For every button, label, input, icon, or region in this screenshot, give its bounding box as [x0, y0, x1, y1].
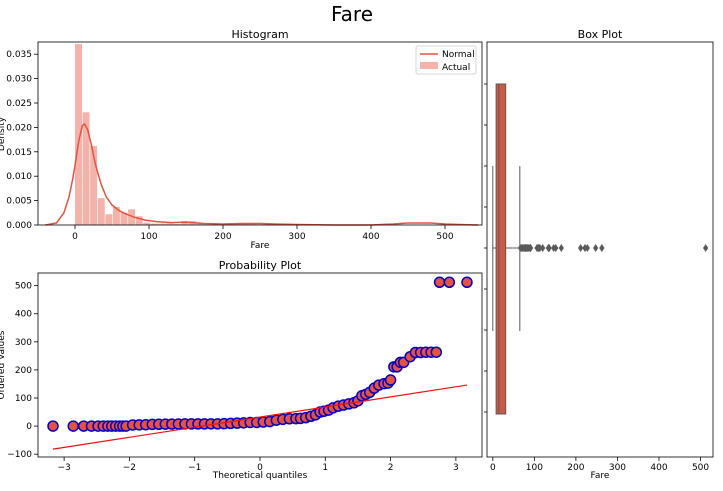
histogram-bar [143, 222, 151, 225]
data-point [384, 374, 397, 386]
y-tick-label: 0.010 [6, 172, 32, 182]
outlier-point [578, 244, 584, 252]
histogram-bar [90, 145, 98, 225]
y-tick-label: 0 [26, 422, 32, 432]
y-tick-label: 0.005 [6, 197, 32, 207]
y-axis-label: Ordered Values [0, 330, 7, 399]
histogram-bar [120, 212, 128, 225]
x-tick-label: 200 [567, 463, 584, 473]
data-point [47, 420, 59, 432]
y-axis-label: Density [0, 116, 7, 151]
outlier-point [546, 244, 552, 252]
y-tick-label: 500 [15, 282, 32, 292]
x-tick-label: −1 [188, 463, 201, 473]
x-tick-label: 0 [257, 463, 263, 473]
outlier-point [553, 244, 559, 252]
outlier-point [558, 244, 564, 252]
x-tick-label: 3 [453, 463, 459, 473]
x-axis-label: Fare [591, 471, 610, 481]
probability-plot-axes: −3 −2 −1 0 1 2 3 −100 0 100 200 300 400 500 Probabilit… [0, 259, 483, 481]
outlier-point [593, 244, 599, 252]
outlier-point [584, 244, 590, 252]
outlier-point [528, 244, 534, 252]
data-point [67, 420, 80, 432]
histogram-bar [181, 221, 189, 225]
x-tick-label: 400 [650, 463, 667, 473]
histogram-bar [97, 198, 105, 225]
data-point [461, 276, 473, 289]
x-tick-label: 300 [288, 232, 305, 242]
probability-plot-title: Probability Plot [219, 259, 302, 272]
y-tick-label: 300 [15, 338, 32, 348]
x-tick-label: 500 [692, 463, 709, 473]
histogram-bar [82, 112, 90, 225]
y-tick-label: 0.030 [6, 75, 32, 85]
x-tick-label: 100 [526, 463, 543, 473]
histogram-bar [105, 214, 113, 225]
x-tick-label: 2 [388, 463, 394, 473]
y-tick-label: 0.015 [6, 148, 32, 158]
outlier-point [703, 244, 709, 252]
histogram-bar [241, 223, 249, 225]
x-tick-label: 300 [609, 463, 626, 473]
outlier-point [599, 244, 605, 252]
fit-line [52, 384, 468, 450]
histogram-bar [166, 223, 174, 225]
y-tick-label: −100 [7, 450, 32, 460]
y-tick-label: 0.000 [6, 221, 32, 231]
x-tick-label: 200 [214, 232, 231, 242]
histogram-axes: 0 100 200 300 400 500 0.000 0.005 0.010 0.015 0.02… [0, 28, 483, 251]
y-tick-label: 0.020 [6, 123, 32, 133]
histogram-bar [196, 223, 204, 225]
y-tick-label: 0.025 [6, 99, 32, 109]
data-point [430, 346, 443, 358]
histogram-bar [150, 223, 158, 225]
x-tick-label: 100 [140, 232, 157, 242]
legend-label-normal: Normal [442, 50, 475, 60]
x-tick-label: 500 [436, 232, 453, 242]
legend-bar-swatch [420, 62, 438, 69]
box-iqr [495, 83, 507, 415]
x-tick-label: −3 [57, 463, 70, 473]
box-plot-frame [486, 41, 714, 458]
x-tick-label: 1 [322, 463, 328, 473]
y-tick-label: 400 [15, 310, 32, 320]
box-plot-title: Box Plot [578, 28, 623, 41]
histogram-bar [173, 224, 181, 225]
data-point [433, 276, 446, 289]
histogram-bar [128, 209, 136, 225]
y-tick-label: 200 [15, 366, 32, 376]
kde-line [45, 122, 479, 226]
histogram-bar [75, 43, 82, 226]
x-tick-label: 0 [490, 463, 496, 473]
x-axis-label: Theoretical quantiles [212, 471, 308, 481]
histogram-frame [37, 41, 483, 226]
x-tick-label: −2 [123, 463, 136, 473]
y-tick-label: 0.035 [6, 50, 32, 60]
x-axis-label: Fare [251, 241, 270, 251]
histogram-title: Histogram [231, 28, 288, 41]
legend-label-actual: Actual [442, 63, 470, 73]
x-tick-label: 400 [362, 232, 379, 242]
histogram-bar [158, 223, 166, 225]
histogram-bar [249, 224, 257, 225]
x-tick-label: 0 [72, 232, 78, 242]
outlier-point [537, 244, 543, 252]
data-point [443, 276, 456, 289]
y-tick-label: 100 [15, 394, 32, 404]
outlier-point [540, 244, 546, 252]
box-plot-axes: 0 100 200 300 400 500 Box Plot Fare [484, 28, 714, 481]
histogram-bar [135, 216, 143, 225]
histogram-bar [112, 206, 120, 225]
figure-title: Fare [331, 2, 373, 26]
